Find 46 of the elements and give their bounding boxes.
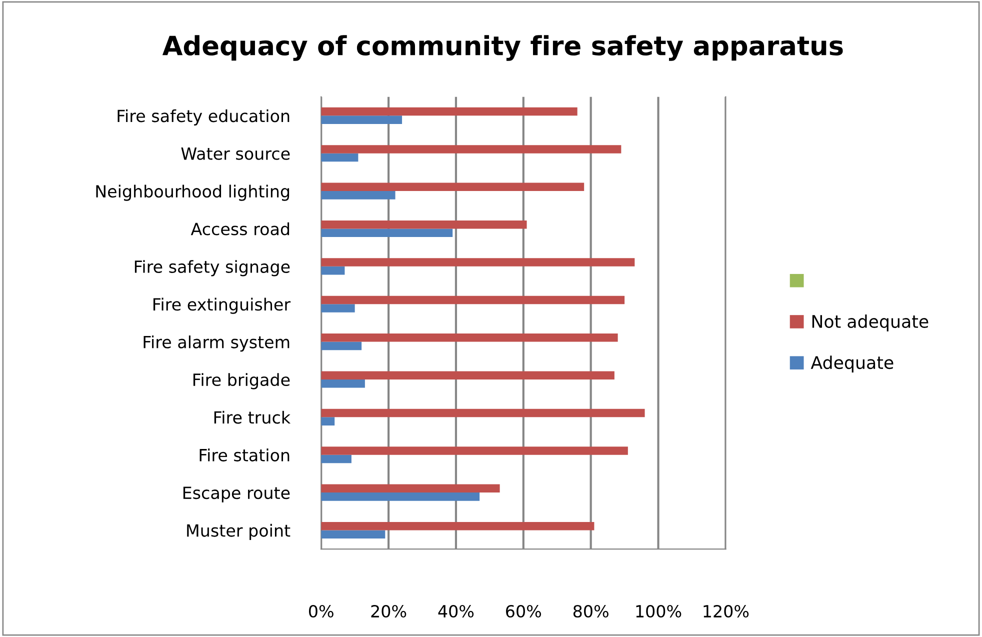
y-tick-label: Access road bbox=[190, 222, 290, 236]
bar bbox=[321, 446, 628, 455]
x-tick-label: 0% bbox=[308, 604, 334, 618]
bar bbox=[321, 107, 578, 116]
y-tick-label: Fire alarm system bbox=[144, 335, 290, 352]
y-tick-label: Escape route bbox=[183, 486, 290, 502]
x-tick-label: 40% bbox=[438, 604, 474, 618]
bar bbox=[321, 484, 500, 493]
bar bbox=[321, 342, 362, 350]
bar bbox=[321, 258, 635, 266]
y-tick-label: Water source bbox=[181, 148, 290, 160]
y-tick-label: Muster point bbox=[187, 524, 290, 540]
bar bbox=[321, 492, 480, 501]
bar bbox=[321, 454, 352, 464]
bar bbox=[321, 530, 386, 539]
bar bbox=[321, 379, 365, 388]
bar bbox=[321, 417, 335, 426]
bar bbox=[321, 228, 453, 238]
y-tick-label: Fire safety education bbox=[118, 109, 290, 126]
bar bbox=[321, 304, 355, 312]
bar bbox=[321, 334, 618, 342]
bar bbox=[321, 296, 625, 304]
y-tick-label: Fire brigade bbox=[193, 373, 290, 390]
x-tick-label: 80% bbox=[573, 604, 608, 618]
legend-label: Adequate bbox=[810, 356, 894, 372]
y-tick-label: Fire safety signage bbox=[134, 260, 290, 276]
bar bbox=[321, 191, 396, 200]
bar bbox=[321, 116, 402, 124]
bar bbox=[321, 220, 527, 229]
y-tick-label: Fire truck bbox=[214, 410, 291, 424]
x-tick-label: 20% bbox=[371, 604, 406, 618]
x-tick-label: 100% bbox=[636, 604, 682, 618]
bar bbox=[321, 266, 345, 275]
bar bbox=[321, 408, 645, 418]
x-tick-label: 120% bbox=[704, 604, 749, 618]
bar bbox=[321, 145, 622, 154]
x-tick-label: 60% bbox=[506, 604, 542, 618]
bar bbox=[321, 371, 614, 380]
y-tick-label: Neighbourhood lighting bbox=[96, 184, 290, 201]
y-tick-label: Fire station bbox=[200, 448, 290, 462]
chart-title: Adequacy of community fire safety apparatus bbox=[162, 35, 843, 61]
y-tick-label: Fire extinguisher bbox=[153, 298, 291, 314]
legend-label: Not adequate bbox=[812, 314, 928, 332]
bar bbox=[321, 182, 584, 192]
bar bbox=[321, 522, 594, 530]
bar bbox=[321, 153, 358, 162]
